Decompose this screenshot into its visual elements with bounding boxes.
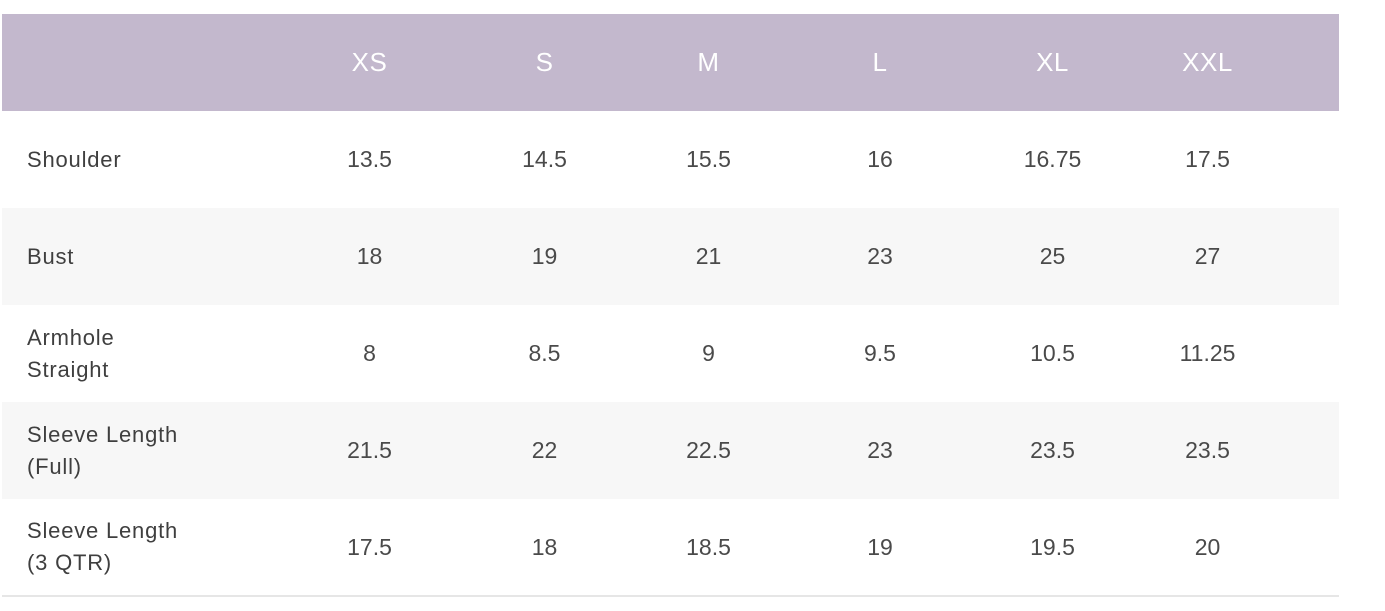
table-cell: 21 [695,243,722,269]
table-cell-spacer [1275,499,1339,596]
table-cell: 17.5 [1185,146,1230,172]
header-cell-s: S [535,47,554,77]
row-label-line: Armhole [27,324,115,350]
table-cell: 18 [531,533,558,560]
row-label: Armhole Straight [2,305,272,402]
row-label-line: Bust [27,243,75,269]
table-cell: 18.5 [686,533,731,560]
row-label-line: (3 QTR) [27,550,113,575]
table-cell: 27 [1194,243,1221,269]
table-cell: 23.5 [1030,437,1075,463]
table-cell-spacer [1275,111,1339,208]
table-row: Sleeve Length (Full) 21.5 22 22.5 23 23.… [2,402,1339,499]
table-cell: 19.5 [1030,533,1075,560]
table-cell: 20 [1194,533,1221,560]
size-chart-table: XS S M L XL XXL Shoulder 13.5 14.5 15.5 … [2,14,1339,597]
header-cell-corner [2,14,272,111]
header-cell-xxl: XXL [1182,47,1233,77]
table-row: Bust 18 19 21 23 25 27 [2,208,1339,305]
row-label-line: Sleeve Length [27,518,179,543]
table-cell-spacer [1275,305,1339,402]
table-cell: 8 [363,340,376,366]
row-label-line: Shoulder [27,146,122,172]
row-label-line: Sleeve Length [27,421,179,447]
table-row: Armhole Straight 8 8.5 9 9.5 10.5 11.25 [2,305,1339,402]
row-label-line: (Full) [27,453,82,479]
table-cell: 13.5 [347,146,392,172]
table-cell-spacer [1275,208,1339,305]
header-cell-xs: XS [351,47,388,77]
table-cell: 23 [867,243,893,269]
table-cell: 15.5 [686,146,731,172]
table-cell: 9 [702,340,715,366]
table-cell: 9.5 [864,340,896,366]
table-cell: 17.5 [347,533,392,560]
header-row: XS S M L XL XXL [2,14,1339,111]
row-label: Sleeve Length (Full) [2,402,272,499]
table-cell: 8.5 [528,340,561,366]
table-cell: 19 [531,243,558,269]
table-cell: 21.5 [347,437,392,463]
row-label: Shoulder [2,111,272,208]
table-cell: 23 [867,437,893,463]
table-cell: 19 [867,533,893,560]
header-cell-l: L [872,47,888,77]
table-cell: 16.75 [1023,146,1082,172]
table-cell: 10.5 [1030,340,1075,366]
size-chart: XS S M L XL XXL Shoulder 13.5 14.5 15.5 … [2,14,1339,597]
header-cell-m: M [697,47,720,77]
header-cell-xl: XL [1036,47,1069,77]
table-cell: 22.5 [686,437,731,463]
header-cell-spacer [1275,14,1339,111]
table-cell: 23.5 [1185,437,1230,463]
table-cell: 11.25 [1179,340,1236,366]
row-label: Sleeve Length (3 QTR) [2,499,272,596]
table-row: Sleeve Length (3 QTR) 17.5 18 18.5 19 19… [2,499,1339,596]
row-label: Bust [2,208,272,305]
table-cell: 25 [1039,243,1066,269]
table-cell: 16 [867,146,893,172]
row-label-line: Straight [27,356,110,382]
table-cell-spacer [1275,402,1339,499]
table-cell: 14.5 [522,146,567,172]
table-cell: 18 [356,243,383,269]
table-row: Shoulder 13.5 14.5 15.5 16 16.75 17.5 [2,111,1339,208]
table-cell: 22 [531,437,558,463]
